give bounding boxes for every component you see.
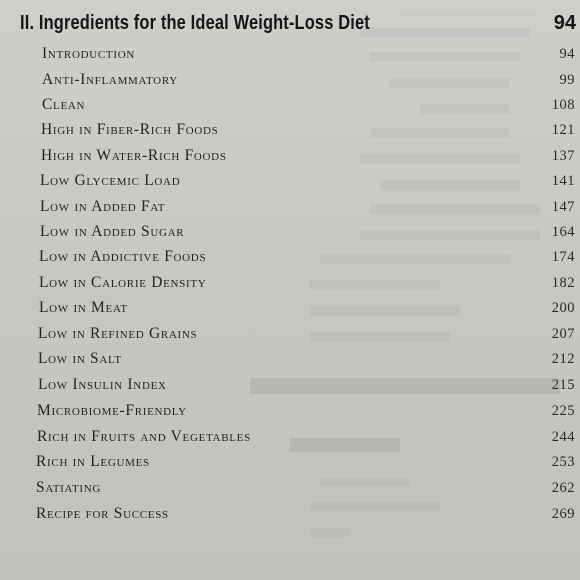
part-page-number: 94 (553, 12, 576, 34)
toc-entry-page: 182 (551, 275, 575, 291)
toc-entry-label: Clean (42, 96, 86, 113)
toc-entry-label: Introduction (42, 45, 136, 62)
part-title: II. Ingredients for the Ideal Weight-Los… (20, 12, 370, 34)
toc-entry: Low in Added Sugar 164 (0, 220, 580, 244)
toc-entry-page: 262 (551, 480, 575, 496)
toc-entry-page: 141 (551, 173, 575, 189)
toc-entry: Low in Calorie Density 182 (0, 271, 580, 295)
toc-entry-page: 108 (551, 97, 575, 113)
toc-entry-page: 200 (551, 300, 575, 316)
toc-entry: Low in Refined Grains 207 (0, 322, 580, 346)
toc-entry-page: 94 (559, 46, 575, 62)
toc-entry-label: Low in Added Sugar (40, 223, 185, 240)
toc-entry: Satiating 262 (0, 476, 580, 500)
toc-entry-page: 225 (551, 403, 575, 419)
toc-entry-page: 137 (551, 148, 575, 164)
toc-entry: Anti-Inflammatory 99 (0, 68, 580, 92)
toc-entry: Clean 108 (0, 93, 580, 117)
toc-entry-page: 269 (551, 506, 575, 522)
toc-entry-page: 215 (551, 377, 575, 393)
toc-entry-label: Low in Addictive Foods (39, 248, 207, 265)
toc-entry-label: Rich in Fruits and Vegetables (37, 428, 251, 445)
toc-entry-page: 121 (551, 122, 575, 138)
toc-entry-page: 164 (551, 224, 575, 240)
toc-entry: High in Fiber-Rich Foods 121 (0, 118, 580, 142)
toc-entry: High in Water-Rich Foods 137 (0, 144, 580, 168)
toc-entry-page: 147 (551, 199, 575, 215)
toc-entry: Microbiome-Friendly 225 (0, 399, 580, 423)
toc-entry: Low Glycemic Load 141 (0, 169, 580, 193)
toc-entry: Introduction 94 (0, 42, 580, 66)
toc-entry-label: Low Insulin Index (38, 376, 167, 393)
toc-entry: Low in Added Fat 147 (0, 195, 580, 219)
toc-entry-label: Low Glycemic Load (40, 172, 181, 189)
toc-entry-label: High in Fiber-Rich Foods (41, 121, 219, 138)
toc-entry-label: Microbiome-Friendly (37, 402, 187, 419)
toc-entry-page: 207 (551, 326, 575, 342)
toc-entry-label: Low in Added Fat (40, 198, 166, 215)
toc-entry-page: 212 (551, 351, 575, 367)
toc-entry-label: High in Water-Rich Foods (41, 147, 227, 164)
part-heading: II. Ingredients for the Ideal Weight-Los… (20, 10, 576, 36)
toc-entry-label: Recipe for Success (36, 505, 169, 522)
toc-entry: Low Insulin Index 215 (0, 373, 580, 397)
toc-entry-label: Low in Calorie Density (39, 274, 207, 291)
toc-entry-page: 174 (551, 249, 575, 265)
toc-entry-label: Low in Salt (38, 350, 122, 367)
toc-entry-page: 99 (559, 72, 575, 88)
toc-entry-page: 244 (551, 429, 575, 445)
toc-entry-label: Rich in Legumes (36, 453, 150, 470)
toc-entry-label: Low in Meat (39, 299, 128, 316)
toc-entry-label: Low in Refined Grains (38, 325, 198, 342)
toc-entry-label: Anti-Inflammatory (42, 71, 178, 88)
toc-entry: Low in Addictive Foods 174 (0, 245, 580, 269)
toc-entry: Rich in Legumes 253 (0, 450, 580, 474)
toc-entry-label: Satiating (36, 479, 102, 496)
toc-entry: Recipe for Success 269 (0, 502, 580, 526)
toc-entry: Rich in Fruits and Vegetables 244 (0, 425, 580, 449)
toc-entry: Low in Salt 212 (0, 347, 580, 371)
toc-entry: Low in Meat 200 (0, 296, 580, 320)
toc-entry-page: 253 (551, 454, 575, 470)
